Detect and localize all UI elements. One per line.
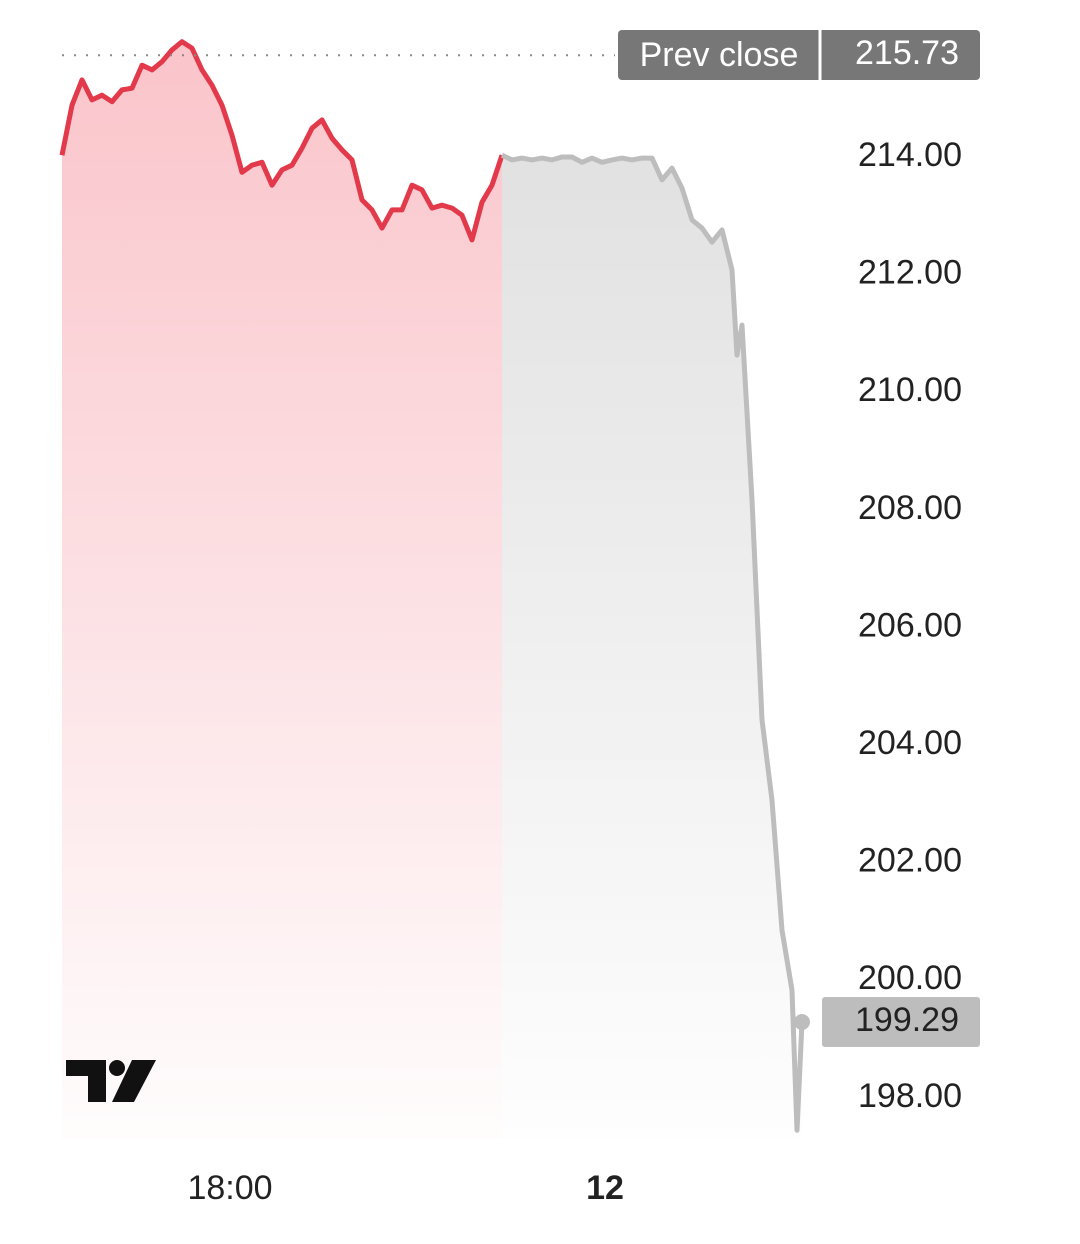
y-tick-label: 210.00: [858, 371, 962, 409]
y-tick-label: 200.00: [858, 959, 962, 997]
y-tick-label: 202.00: [858, 842, 962, 880]
logo-shape: [66, 1060, 106, 1102]
y-tick-label: 208.00: [858, 489, 962, 527]
price-line: [500, 152, 805, 1133]
last-price-box: [822, 996, 980, 1047]
last-price-dot: [794, 1013, 810, 1030]
logo-shape: [109, 1060, 125, 1076]
prev-close-label: Prev close: [640, 36, 799, 74]
prev-close-value: 215.73: [855, 34, 959, 72]
area-fills: [62, 41, 802, 1140]
logo-shape: [112, 1060, 156, 1102]
y-tick-label: 212.00: [858, 254, 962, 292]
y-tick-label: 204.00: [858, 724, 962, 762]
y-tick-label: 206.00: [858, 606, 962, 644]
x-tick-label: 12: [586, 1169, 624, 1207]
price-line: [59, 39, 505, 243]
axes: 198.00 200.00 202.00 204.00 206.00 208.00 210.…: [62, 30, 980, 1207]
x-tick-label: 18:00: [187, 1169, 272, 1207]
y-tick-label: 198.00: [858, 1077, 962, 1115]
logo: [66, 1060, 156, 1102]
prev-close-box: [618, 30, 980, 80]
area-fill: [502, 155, 802, 1139]
y-tick-label: 214.00: [858, 136, 962, 174]
lines: [59, 39, 805, 1133]
last-price-label: 199.29: [855, 1001, 959, 1039]
area-fill: [62, 41, 502, 1140]
